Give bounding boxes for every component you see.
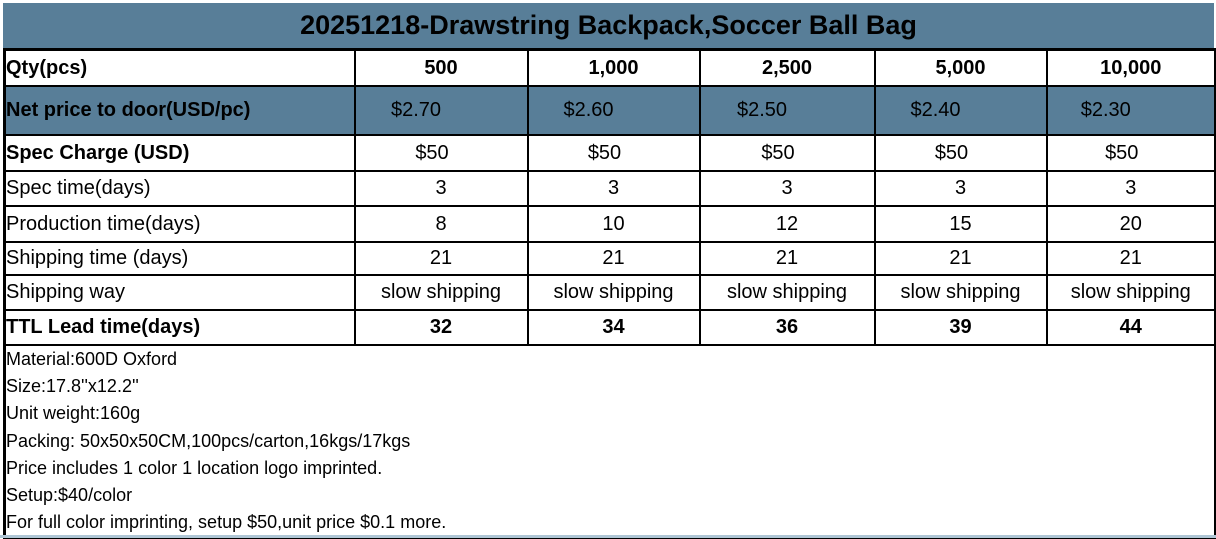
spec-time-cell: 3: [875, 171, 1047, 206]
notes-row: Material:600D Oxford Size:17.8''x12.2'' …: [5, 345, 1216, 538]
shipping-way-cell: slow shipping: [875, 275, 1047, 310]
row-label-shipping-time: Shipping time (days): [5, 242, 355, 275]
table-row-production-time: Production time(days) 8 10 12 15 20: [5, 206, 1216, 242]
qty-cell: 10,000: [1047, 50, 1216, 87]
ttl-lead-time-cell: 36: [700, 310, 875, 345]
quote-table: Qty(pcs) 500 1,000 2,500 5,000 10,000 Ne…: [3, 48, 1216, 539]
qty-cell: 5,000: [875, 50, 1047, 87]
ttl-lead-time-cell: 39: [875, 310, 1047, 345]
note-line-weight: Unit weight:160g: [6, 400, 1214, 427]
row-label-shipping-way: Shipping way: [5, 275, 355, 310]
row-label-spec-charge: Spec Charge (USD): [5, 135, 355, 171]
shipping-time-cell: 21: [700, 242, 875, 275]
note-line-packing: Packing: 50x50x50CM,100pcs/carton,16kgs/…: [6, 428, 1214, 455]
shipping-time-cell: 21: [875, 242, 1047, 275]
row-label-production-time: Production time(days): [5, 206, 355, 242]
shipping-way-cell: slow shipping: [355, 275, 528, 310]
sheet-title: 20251218-Drawstring Backpack,Soccer Ball…: [3, 3, 1214, 48]
spec-charge-cell: $50: [528, 135, 700, 171]
table-row-shipping-way: Shipping way slow shipping slow shipping…: [5, 275, 1216, 310]
shipping-time-cell: 21: [528, 242, 700, 275]
shipping-way-cell: slow shipping: [700, 275, 875, 310]
spec-time-cell: 3: [355, 171, 528, 206]
spec-time-cell: 3: [528, 171, 700, 206]
net-price-cell: $2.50: [700, 86, 875, 135]
note-line-material: Material:600D Oxford: [6, 346, 1214, 373]
net-price-cell: $2.30: [1047, 86, 1216, 135]
shipping-time-cell: 21: [355, 242, 528, 275]
qty-cell: 500: [355, 50, 528, 87]
quote-sheet: 20251218-Drawstring Backpack,Soccer Ball…: [3, 3, 1214, 539]
note-line-fullcolor: For full color imprinting, setup $50,uni…: [6, 509, 1214, 536]
production-time-cell: 12: [700, 206, 875, 242]
net-price-cell: $2.60: [528, 86, 700, 135]
qty-cell: 1,000: [528, 50, 700, 87]
row-label-net-price: Net price to door(USD/pc): [5, 86, 355, 135]
production-time-cell: 8: [355, 206, 528, 242]
shipping-way-cell: slow shipping: [528, 275, 700, 310]
net-price-cell: $2.70: [355, 86, 528, 135]
note-line-size: Size:17.8''x12.2'': [6, 373, 1214, 400]
table-row-spec-charge: Spec Charge (USD) $50 $50 $50 $50 $50: [5, 135, 1216, 171]
spec-charge-cell: $50: [355, 135, 528, 171]
table-row-qty: Qty(pcs) 500 1,000 2,500 5,000 10,000: [5, 50, 1216, 87]
ttl-lead-time-cell: 34: [528, 310, 700, 345]
spec-time-cell: 3: [700, 171, 875, 206]
spec-charge-cell: $50: [875, 135, 1047, 171]
spec-charge-cell: $50: [700, 135, 875, 171]
shipping-way-cell: slow shipping: [1047, 275, 1216, 310]
production-time-cell: 20: [1047, 206, 1216, 242]
note-line-setup: Setup:$40/color: [6, 482, 1214, 509]
row-label-qty: Qty(pcs): [5, 50, 355, 87]
qty-cell: 2,500: [700, 50, 875, 87]
spec-time-cell: 3: [1047, 171, 1216, 206]
row-label-ttl-lead-time: TTL Lead time(days): [5, 310, 355, 345]
net-price-cell: $2.40: [875, 86, 1047, 135]
table-row-ttl-lead-time: TTL Lead time(days) 32 34 36 39 44: [5, 310, 1216, 345]
table-row-spec-time: Spec time(days) 3 3 3 3 3: [5, 171, 1216, 206]
table-row-net-price: Net price to door(USD/pc) $2.70 $2.60 $2…: [5, 86, 1216, 135]
production-time-cell: 15: [875, 206, 1047, 242]
spec-charge-cell: $50: [1047, 135, 1216, 171]
row-label-spec-time: Spec time(days): [5, 171, 355, 206]
notes-cell: Material:600D Oxford Size:17.8''x12.2'' …: [5, 345, 1216, 538]
production-time-cell: 10: [528, 206, 700, 242]
ttl-lead-time-cell: 44: [1047, 310, 1216, 345]
shipping-time-cell: 21: [1047, 242, 1216, 275]
table-row-shipping-time: Shipping time (days) 21 21 21 21 21: [5, 242, 1216, 275]
note-line-imprint: Price includes 1 color 1 location logo i…: [6, 455, 1214, 482]
ttl-lead-time-cell: 32: [355, 310, 528, 345]
